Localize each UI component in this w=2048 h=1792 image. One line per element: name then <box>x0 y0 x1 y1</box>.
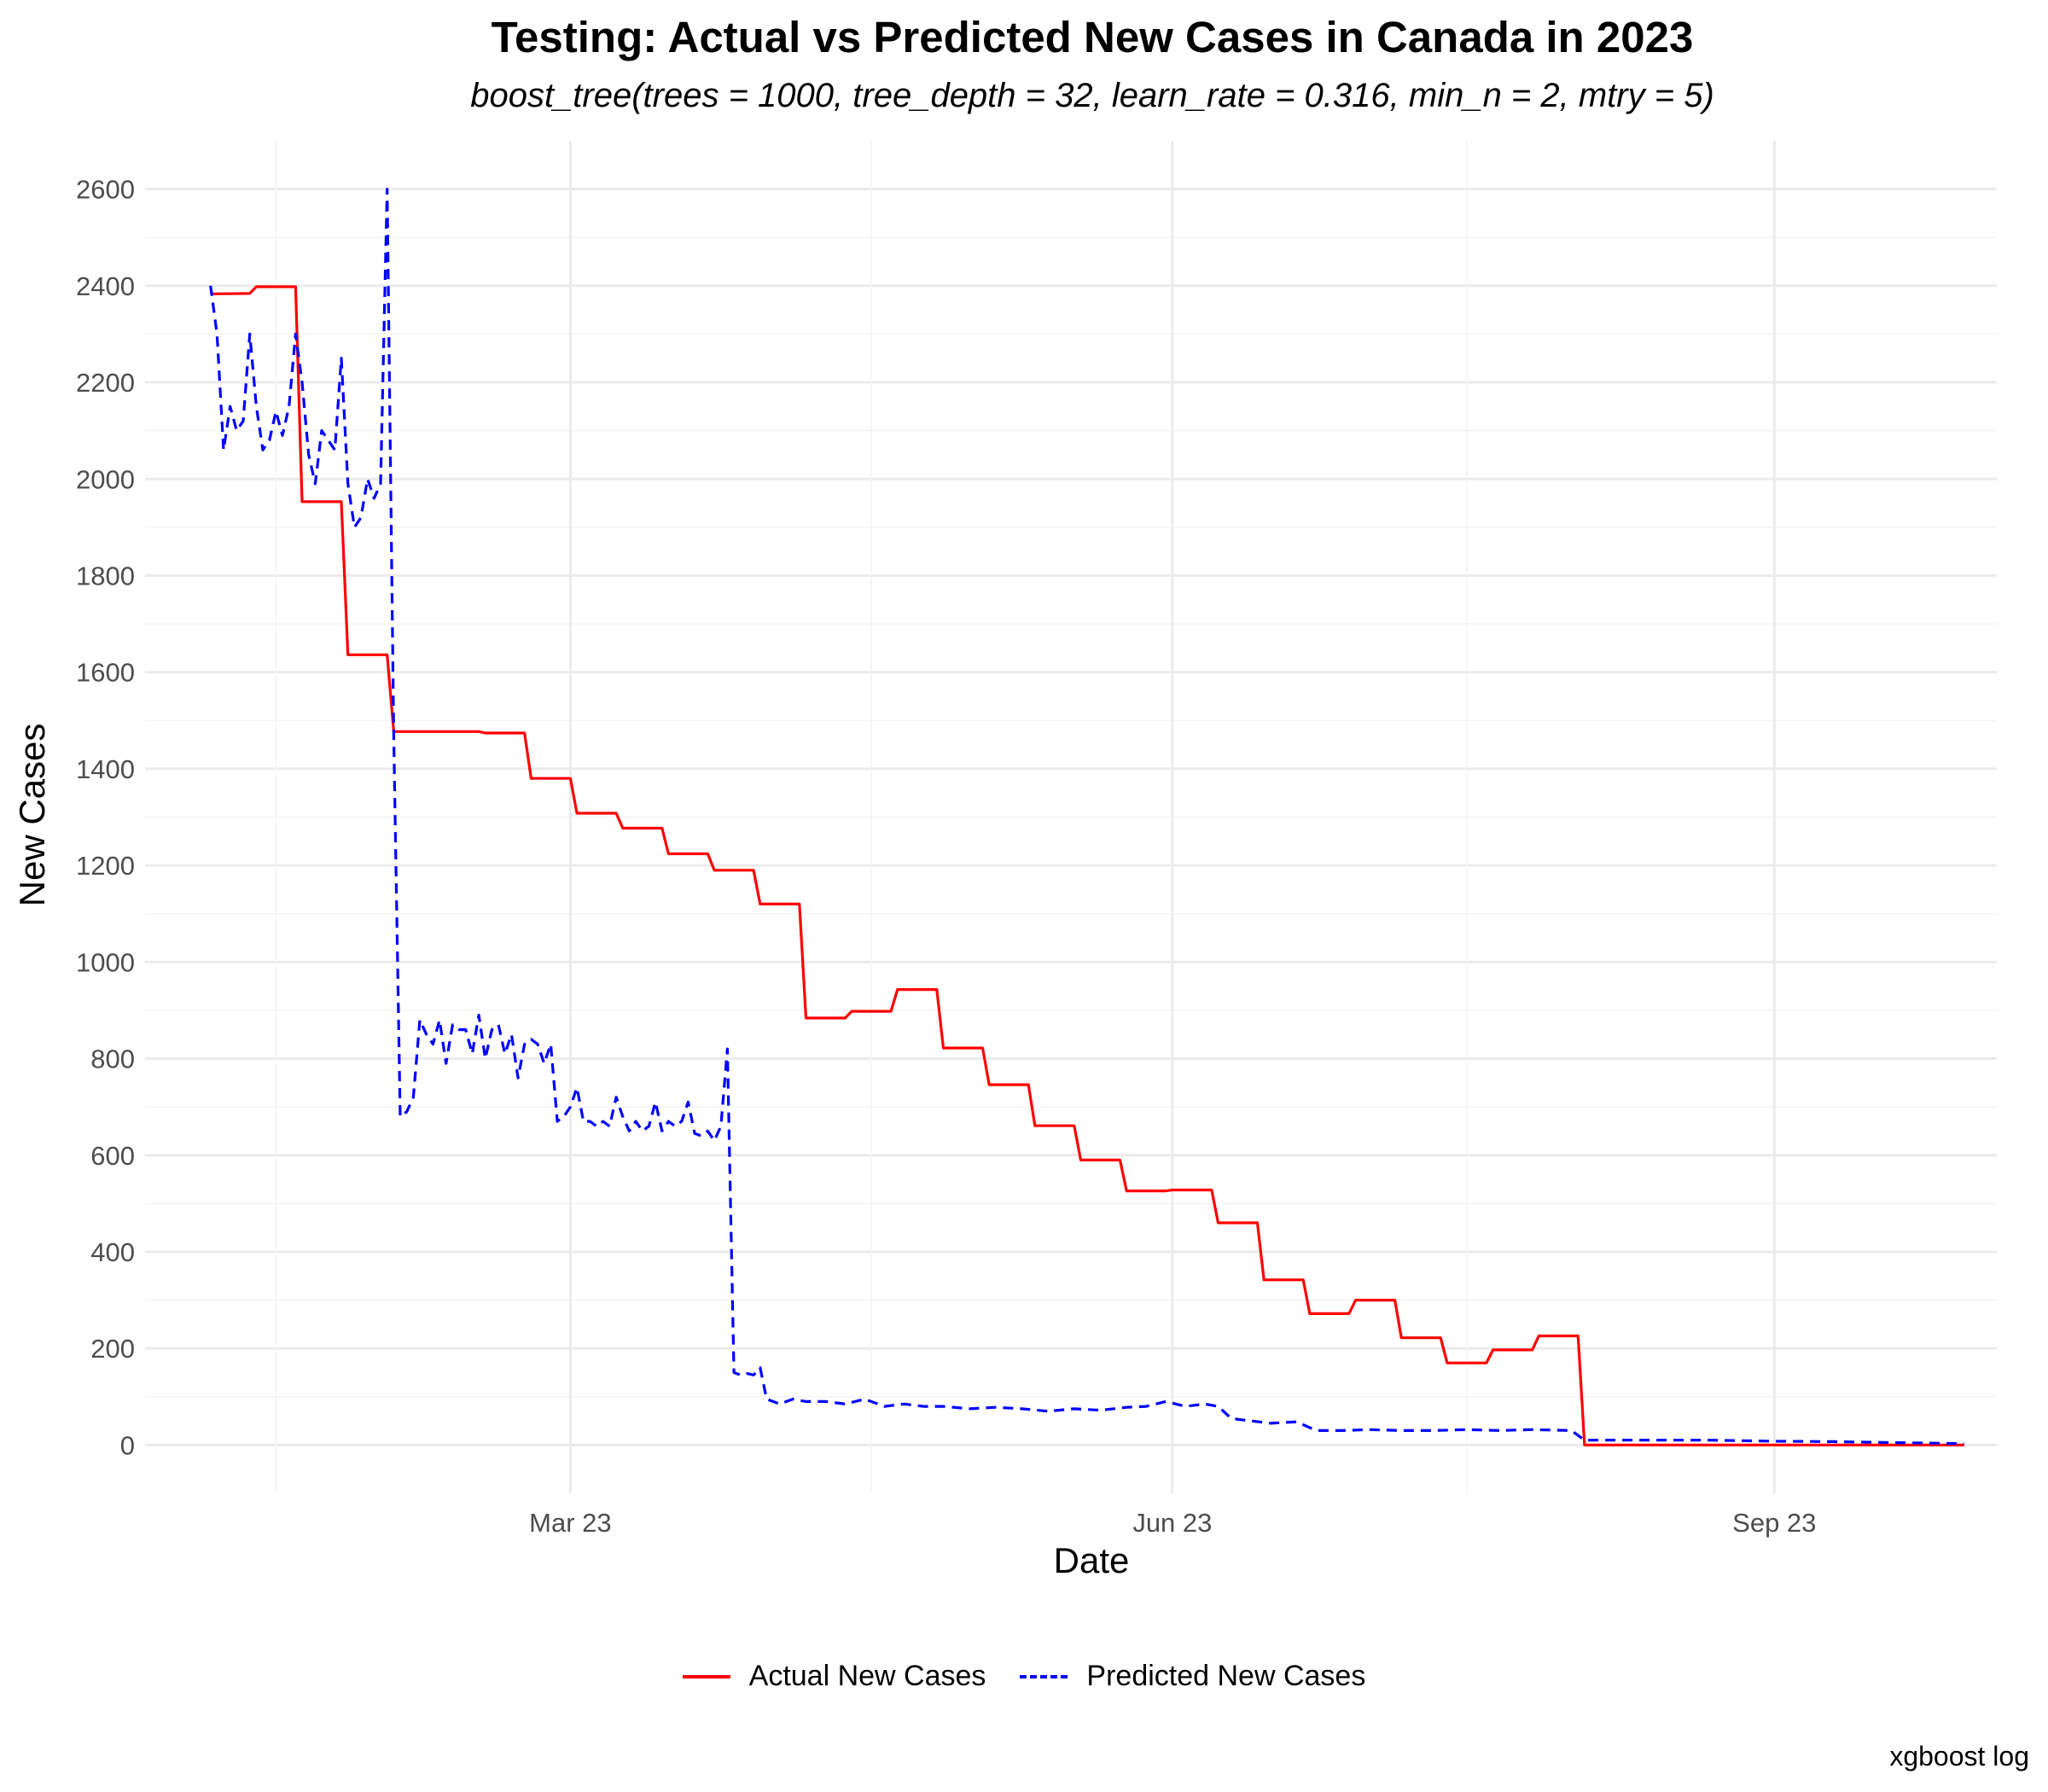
y-tick-label: 400 <box>90 1237 135 1267</box>
y-tick-label: 2600 <box>76 175 135 205</box>
series-lines <box>209 188 1964 1446</box>
grid-lines <box>145 141 1997 1493</box>
legend-key-predicted <box>1020 1674 1068 1679</box>
y-axis-title: New Cases <box>12 724 52 907</box>
y-tick-label: 0 <box>120 1430 135 1460</box>
y-tick-label: 200 <box>90 1334 135 1364</box>
chart-subtitle: boost_tree(trees = 1000, tree_depth = 32… <box>470 77 1714 114</box>
y-tick-label: 600 <box>90 1141 135 1171</box>
y-tick-label: 2400 <box>76 271 135 301</box>
legend-key-actual <box>682 1674 730 1679</box>
y-tick-label: 1800 <box>76 561 135 591</box>
series-line-actual <box>210 285 1964 1446</box>
x-tick-labels: Mar 23 Jun 23 Sep 23 <box>529 1508 1816 1538</box>
series-line-predicted <box>209 188 1964 1446</box>
chart-caption: xgboost log <box>1889 1741 2029 1772</box>
legend-item-actual: Actual New Cases <box>682 1660 986 1693</box>
chart-title: Testing: Actual vs Predicted New Cases i… <box>491 13 1694 61</box>
x-tick-label: Mar 23 <box>529 1508 611 1538</box>
y-tick-labels: 0 200 400 600 800 1000 1200 1400 1600 1800 2000 220… <box>76 175 135 1461</box>
y-tick-label: 2200 <box>76 368 135 398</box>
legend-item-predicted: Predicted New Cases <box>1020 1660 1365 1693</box>
y-tick-label: 1000 <box>76 947 135 977</box>
legend: Actual New Cases Predicted New Cases <box>0 1660 2048 1693</box>
x-axis-title: Date <box>1054 1540 1130 1580</box>
x-tick-label: Jun 23 <box>1132 1508 1212 1538</box>
y-tick-label: 800 <box>90 1044 135 1074</box>
legend-label-actual: Actual New Cases <box>748 1660 986 1692</box>
y-tick-label: 1400 <box>76 754 135 784</box>
y-tick-label: 1600 <box>76 658 135 688</box>
legend-label-predicted: Predicted New Cases <box>1086 1660 1366 1692</box>
x-tick-label: Sep 23 <box>1732 1508 1816 1538</box>
y-tick-label: 1200 <box>76 851 135 881</box>
y-tick-label: 2000 <box>76 464 135 494</box>
